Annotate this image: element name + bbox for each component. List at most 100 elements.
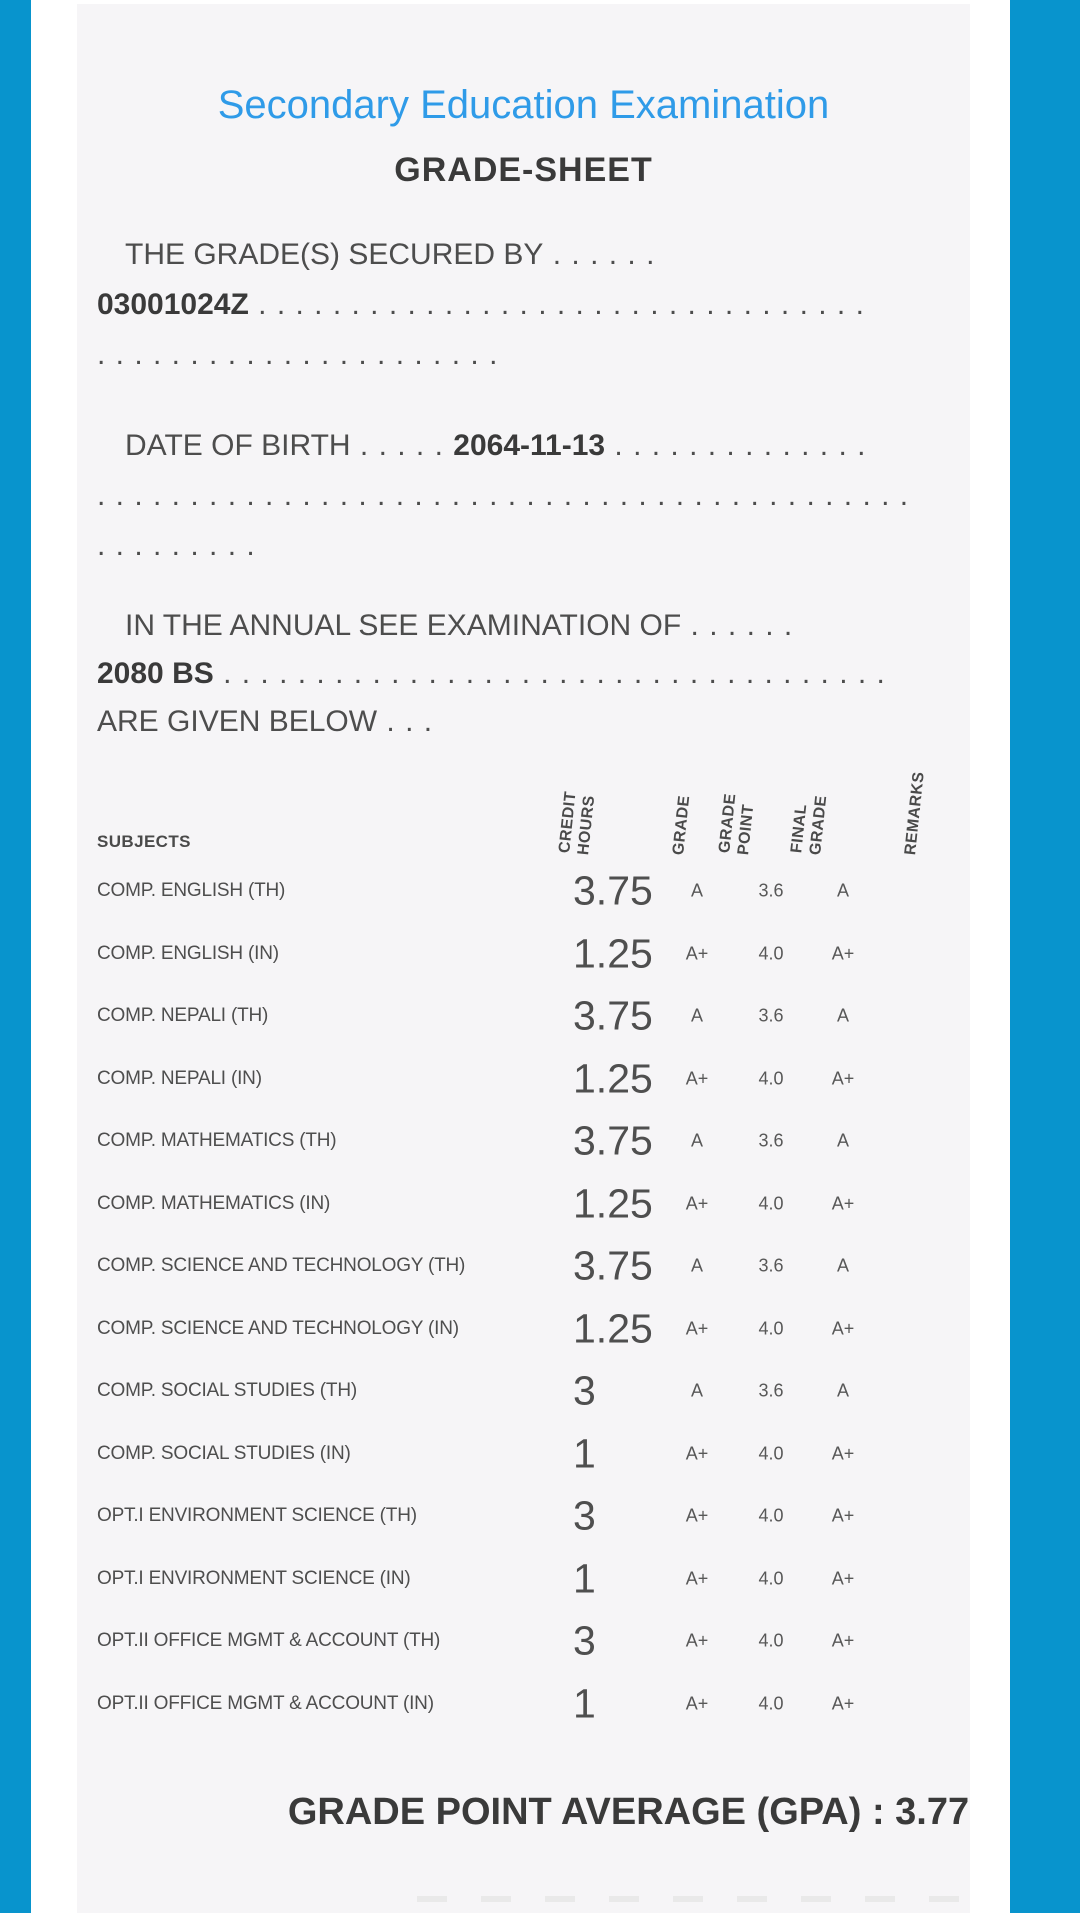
- credit-hours-cell: 1.25: [573, 1305, 653, 1352]
- dotted-fill: . . . . . . . . . . . . . . . . . . . . …: [97, 479, 910, 512]
- grade-point-cell: 4.0: [758, 943, 784, 964]
- final-grade-cell: A+: [831, 1505, 855, 1526]
- examination-year-value: 2080 BS: [97, 657, 214, 690]
- subject-cell: OPT.II OFFICE MGMT & ACCOUNT (TH): [97, 1630, 441, 1652]
- dotted-fill: . . . . . . . . . . . . . . . . . . . . …: [248, 288, 865, 321]
- grade-point-cell: 4.0: [758, 1630, 784, 1651]
- grade-sheet-card: Secondary Education Examination GRADE-SH…: [77, 4, 970, 1913]
- date-of-birth-statement: DATE OF BIRTH . . . . . 2064-11-13 . . .…: [77, 421, 970, 571]
- grade-point-cell: 3.6: [758, 1130, 784, 1151]
- gpa-summary: GRADE POINT AVERAGE (GPA) : 3.77: [77, 1788, 970, 1836]
- final-grade-cell: A+: [831, 1068, 855, 1089]
- final-grade-cell: A: [836, 1005, 849, 1026]
- table-row: OPT.I ENVIRONMENT SCIENCE (IN) 1 A+ 4.0 A+: [77, 1548, 970, 1611]
- date-of-birth-label: DATE OF BIRTH: [125, 429, 351, 462]
- dotted-fill: . . . . .: [350, 429, 454, 462]
- grade-column-header: GRADE: [670, 794, 694, 856]
- dotted-fill: . . . . . . . . .: [97, 529, 256, 562]
- examination-statement: IN THE ANNUAL SEE EXAMINATION OF . . . .…: [77, 602, 970, 746]
- remarks-column-header: REMARKS: [902, 770, 928, 856]
- symbol-number-value: 03001024Z: [97, 288, 249, 321]
- gpa-label: GRADE POINT AVERAGE (GPA): [287, 1791, 862, 1833]
- subject-cell: OPT.II OFFICE MGMT & ACCOUNT (IN): [97, 1692, 434, 1714]
- grade-point-cell: 3.6: [758, 1005, 784, 1026]
- examination-line2: 2080 BS . . . . . . . . . . . . . . . . …: [97, 650, 945, 698]
- table-row: COMP. MATHEMATICS (TH) 3.75 A 3.6 A: [77, 1110, 970, 1173]
- subject-cell: COMP. SOCIAL STUDIES (TH): [97, 1380, 357, 1402]
- date-of-birth-line2: . . . . . . . . . . . . . . . . . . . . …: [97, 471, 945, 521]
- grade-cell: A: [690, 1005, 703, 1026]
- subject-cell: OPT.I ENVIRONMENT SCIENCE (IN): [97, 1567, 411, 1589]
- grade-point-cell: 4.0: [758, 1693, 784, 1714]
- gpoint-column-header: GRADE POINT: [716, 792, 758, 856]
- table-row: OPT.II OFFICE MGMT & ACCOUNT (IN) 1 A+ 4.0 A…: [77, 1673, 970, 1736]
- right-border-bar: [1010, 0, 1080, 1913]
- subject-cell: COMP. NEPALI (IN): [97, 1067, 262, 1089]
- grade-cell: A+: [685, 1568, 709, 1589]
- table-row: COMP. NEPALI (TH) 3.75 A 3.6 A: [77, 985, 970, 1048]
- grade-cell: A: [690, 1130, 703, 1151]
- final-grade-cell: A: [836, 1380, 849, 1401]
- dotted-fill: . . . . . . . . . . . . . . . . . . . . …: [97, 338, 499, 371]
- dotted-fill: . . . . . . . . . . . . . .: [605, 429, 867, 462]
- grade-cell: A+: [685, 943, 709, 964]
- credit-hours-cell: 1: [573, 1680, 596, 1727]
- final-grade-cell: A+: [831, 1568, 855, 1589]
- credit-column-header: CREDIT HOURS: [556, 790, 599, 856]
- grade-point-cell: 4.0: [758, 1068, 784, 1089]
- final-grade-cell: A+: [831, 943, 855, 964]
- gpa-value: 3.77: [895, 1791, 970, 1833]
- grade-point-cell: 4.0: [758, 1505, 784, 1526]
- credit-hours-cell: 3.75: [573, 1242, 653, 1289]
- date-of-birth-line3: . . . . . . . . .: [97, 521, 945, 571]
- grade-cell: A+: [685, 1693, 709, 1714]
- left-border-bar: [0, 0, 31, 1913]
- final-grade-cell: A: [836, 1255, 849, 1276]
- final-grade-cell: A+: [831, 1693, 855, 1714]
- signature-dashed-line: [417, 1896, 970, 1902]
- final-grade-cell: A+: [831, 1193, 855, 1214]
- table-row: OPT.II OFFICE MGMT & ACCOUNT (TH) 3 A+ 4.0 A…: [77, 1610, 970, 1673]
- subject-cell: COMP. NEPALI (TH): [97, 1005, 269, 1027]
- subject-cell: COMP. MATHEMATICS (TH): [97, 1130, 337, 1152]
- grade-cell: A+: [685, 1318, 709, 1339]
- credit-hours-cell: 3: [573, 1617, 596, 1664]
- grade-cell: A+: [685, 1193, 709, 1214]
- grade-sheet-subtitle: GRADE-SHEET: [394, 151, 653, 189]
- grade-cell: A: [690, 1380, 703, 1401]
- subject-cell: COMP. SCIENCE AND TECHNOLOGY (IN): [97, 1317, 459, 1339]
- final-grade-cell: A+: [831, 1443, 855, 1464]
- final-grade-cell: A: [836, 1130, 849, 1151]
- examination-label: IN THE ANNUAL SEE EXAMINATION OF: [125, 609, 682, 642]
- table-row: COMP. SOCIAL STUDIES (IN) 1 A+ 4.0 A+: [77, 1423, 970, 1486]
- subject-cell: COMP. SCIENCE AND TECHNOLOGY (TH): [97, 1255, 466, 1277]
- credit-hours-cell: 1: [573, 1555, 596, 1602]
- table-row: COMP. NEPALI (IN) 1.25 A+ 4.0 A+: [77, 1048, 970, 1111]
- gpa-separator: :: [861, 1791, 896, 1833]
- table-header-row: SUBJECTS CREDIT HOURS GRADE GRADE POINT FIN…: [77, 770, 970, 860]
- credit-hours-cell: 1.25: [573, 1180, 653, 1227]
- credit-hours-cell: 3: [573, 1367, 596, 1414]
- credit-hours-cell: 3.75: [573, 867, 653, 914]
- grades-secured-line2: 03001024Z . . . . . . . . . . . . . . . …: [97, 280, 945, 330]
- grades-secured-statement: THE GRADE(S) SECURED BY . . . . . . 0300…: [77, 230, 970, 380]
- grade-cell: A: [690, 1255, 703, 1276]
- are-given-below-label: ARE GIVEN BELOW: [97, 705, 378, 738]
- final-grade-cell: A+: [831, 1630, 855, 1651]
- grades-secured-label: THE GRADE(S) SECURED BY: [125, 238, 544, 271]
- table-row: COMP. MATHEMATICS (IN) 1.25 A+ 4.0 A+: [77, 1173, 970, 1236]
- final-grade-cell: A: [836, 880, 849, 901]
- table-row: COMP. ENGLISH (TH) 3.75 A 3.6 A: [77, 860, 970, 923]
- grade-point-cell: 4.0: [758, 1568, 784, 1589]
- grades-secured-line1: THE GRADE(S) SECURED BY . . . . . .: [97, 230, 945, 280]
- subject-cell: COMP. ENGLISH (IN): [97, 942, 279, 964]
- subject-cell: OPT.I ENVIRONMENT SCIENCE (TH): [97, 1505, 417, 1527]
- examination-line1: IN THE ANNUAL SEE EXAMINATION OF . . . .…: [97, 602, 945, 650]
- grade-cell: A+: [685, 1505, 709, 1526]
- dotted-fill: . . . . . .: [681, 609, 794, 642]
- exam-title: Secondary Education Examination: [217, 83, 830, 127]
- table-body: COMP. ENGLISH (TH) 3.75 A 3.6 A COMP. ENGLISH…: [77, 860, 970, 1735]
- table-row: OPT.I ENVIRONMENT SCIENCE (TH) 3 A+ 4.0 A+: [77, 1485, 970, 1548]
- grade-cell: A: [690, 880, 703, 901]
- final-grade-cell: A+: [831, 1318, 855, 1339]
